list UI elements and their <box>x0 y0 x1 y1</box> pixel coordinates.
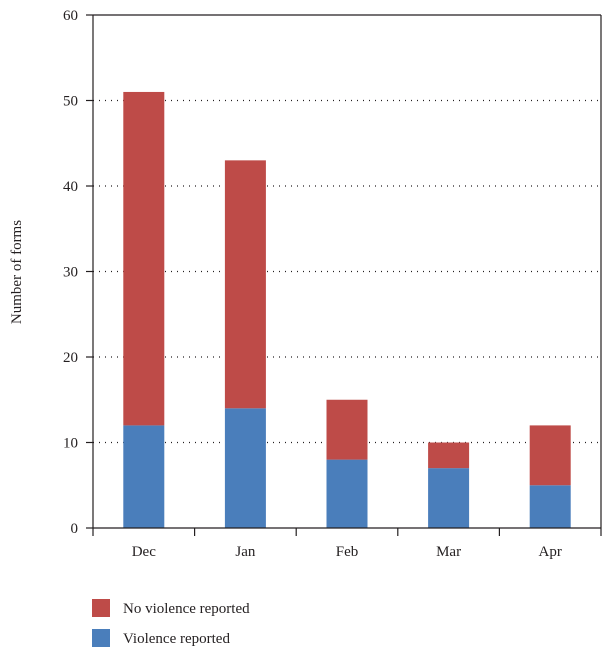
y-axis-title: Number of forms <box>9 220 25 324</box>
bar-jan-violence-reported <box>224 408 266 528</box>
bar-dec-no-violence-reported <box>123 91 165 426</box>
x-tick-labels: Dec Jan Feb Mar Apr <box>132 544 562 560</box>
bars <box>123 91 571 528</box>
y-tick-labels: 0 10 20 30 40 50 60 <box>63 8 78 537</box>
y-tick-label-10: 10 <box>63 436 78 452</box>
bar-feb-no-violence-reported <box>326 399 368 460</box>
y-tick-label-60: 60 <box>63 8 78 24</box>
x-tick-label-dec: Dec <box>132 544 156 560</box>
y-tick-label-20: 20 <box>63 350 78 366</box>
gridlines <box>93 99 601 444</box>
x-tick-label-mar: Mar <box>436 544 461 560</box>
x-tick-label-jan: Jan <box>235 544 255 560</box>
bar-jan-no-violence-reported <box>224 160 266 409</box>
y-tick-label-0: 0 <box>71 521 79 537</box>
legend: No violence reported Violence reported <box>92 599 250 647</box>
y-tick-label-40: 40 <box>63 179 78 195</box>
legend-label-violence-reported: Violence reported <box>123 631 230 647</box>
axes <box>86 14 602 536</box>
x-tick-label-feb: Feb <box>336 544 359 560</box>
bar-mar-no-violence-reported <box>428 442 470 469</box>
x-tick-label-apr: Apr <box>539 544 562 560</box>
bar-apr-violence-reported <box>529 485 571 528</box>
bar-apr-no-violence-reported <box>529 425 571 486</box>
legend-label-no-violence-reported: No violence reported <box>123 601 250 617</box>
bar-dec-violence-reported <box>123 425 165 528</box>
legend-swatch-violence-reported <box>92 629 110 647</box>
bar-mar-violence-reported <box>428 468 470 528</box>
legend-swatch-no-violence-reported <box>92 599 110 617</box>
y-tick-label-50: 50 <box>63 94 78 110</box>
bar-feb-violence-reported <box>326 459 368 528</box>
y-tick-label-30: 30 <box>63 265 78 281</box>
